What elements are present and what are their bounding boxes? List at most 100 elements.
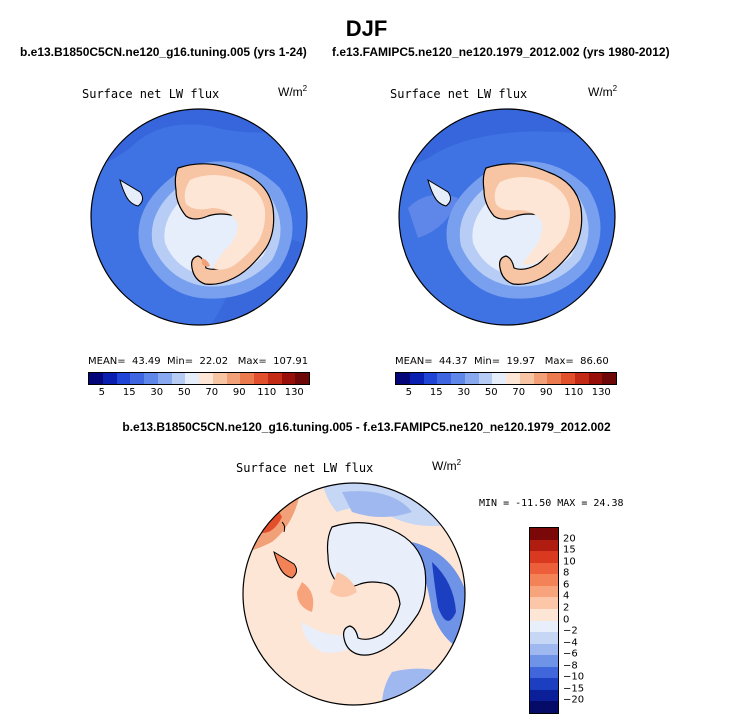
colorbar-swatch xyxy=(530,643,558,656)
colorbar-tick-label: 0 xyxy=(563,614,570,625)
colorbar-diff-ticks: 20 15 10 8 6 4 2 0 −2 −4 −6 −8 −10 −15 −20 xyxy=(529,527,589,712)
stats-right: MEAN= 44.37 Min= 19.97 Max= 86.60 xyxy=(395,356,609,367)
colorbar-diff xyxy=(529,527,559,714)
colorbar-tick-label: 90 xyxy=(539,387,553,398)
colorbar-swatch xyxy=(530,528,558,540)
colorbar-tick-label: 15 xyxy=(429,387,443,398)
colorbar-swatch xyxy=(281,373,296,384)
colorbar-tick-label: −2 xyxy=(563,625,578,637)
colorbar-tick-label: 130 xyxy=(284,387,304,398)
colorbar-swatch xyxy=(530,655,558,667)
colorbar-swatch xyxy=(240,373,254,384)
colorbar-swatch xyxy=(506,373,520,384)
colorbar-swatch xyxy=(116,373,131,384)
variable-label-right: Surface net LW flux xyxy=(390,87,528,101)
colorbar-right-ticks: 5 15 30 50 70 90 110 130 xyxy=(395,387,615,401)
colorbar-tick-label: −4 xyxy=(563,637,578,649)
colorbar-swatch xyxy=(530,666,558,679)
colorbar-swatch xyxy=(574,373,589,384)
colorbar-tick-label: 15 xyxy=(563,544,576,556)
colorbar-swatch xyxy=(423,373,438,384)
colorbar-swatch xyxy=(530,585,558,598)
colorbar-swatch xyxy=(530,562,558,575)
minmax-diff: MIN = -11.50 MAX = 24.38 xyxy=(479,498,624,509)
colorbar-left-ticks: 5 15 30 50 70 90 110 130 xyxy=(88,387,308,401)
colorbar-swatch xyxy=(171,373,186,384)
colorbar-swatch xyxy=(464,373,479,384)
colorbar-tick-label: −20 xyxy=(563,694,585,706)
colorbar-swatch xyxy=(530,574,558,586)
colorbar-swatch xyxy=(602,373,616,384)
colorbar-swatch xyxy=(89,373,103,384)
colorbar-swatch xyxy=(102,373,117,384)
colorbar-swatch xyxy=(212,373,227,384)
colorbar-swatch xyxy=(530,551,558,563)
figure-title: DJF xyxy=(345,16,388,41)
colorbar-tick-label: 30 xyxy=(457,387,471,398)
colorbar-tick-label: −6 xyxy=(563,648,578,660)
map-right xyxy=(398,108,616,326)
colorbar-tick-label: 20 xyxy=(563,533,576,545)
colorbar-tick-label: 8 xyxy=(563,567,570,579)
colorbar-tick-label: 70 xyxy=(512,387,526,398)
colorbar-swatch xyxy=(561,373,575,384)
colorbar-swatch xyxy=(492,373,506,384)
colorbar-swatch xyxy=(530,678,558,690)
colorbar-tick-label: 30 xyxy=(150,387,164,398)
units-label-left: W/m2 xyxy=(278,84,308,99)
colorbar-swatch xyxy=(478,373,493,384)
colorbar-swatch xyxy=(199,373,213,384)
variable-label-left: Surface net LW flux xyxy=(82,87,220,101)
colorbar-tick-label: 70 xyxy=(205,387,219,398)
colorbar-tick-label: 5 xyxy=(98,387,105,398)
colorbar-swatch xyxy=(295,373,309,384)
colorbar-swatch xyxy=(451,373,465,384)
colorbar-swatch xyxy=(533,373,548,384)
colorbar-swatch xyxy=(530,701,558,713)
colorbar-swatch xyxy=(267,373,282,384)
colorbar-swatch xyxy=(530,608,558,621)
colorbar-swatch xyxy=(588,373,603,384)
case-title-right: f.e13.FAMIPC5.ne120_ne120.1979_2012.002 … xyxy=(332,45,670,59)
colorbar-swatch xyxy=(519,373,534,384)
colorbar-tick-label: 110 xyxy=(564,387,584,398)
colorbar-swatch xyxy=(530,632,558,644)
units-label-diff: W/m2 xyxy=(432,458,462,473)
variable-label-diff: Surface net LW flux xyxy=(236,461,374,475)
colorbar-swatch xyxy=(530,620,558,633)
colorbar-swatch xyxy=(437,373,451,384)
colorbar-tick-label: 15 xyxy=(122,387,136,398)
diff-title: b.e13.B1850C5CN.ne120_g16.tuning.005 - f… xyxy=(122,420,611,434)
colorbar-tick-label: 4 xyxy=(563,590,570,602)
units-label-right: W/m2 xyxy=(588,84,618,99)
colorbar-tick-label: 5 xyxy=(405,387,412,398)
colorbar-swatch xyxy=(396,373,410,384)
colorbar-swatch xyxy=(226,373,241,384)
colorbar-tick-label: 50 xyxy=(177,387,191,398)
colorbar-left xyxy=(88,372,310,385)
colorbar-swatch xyxy=(547,373,561,384)
colorbar-tick-label: 90 xyxy=(232,387,246,398)
colorbar-swatch xyxy=(254,373,268,384)
colorbar-swatch xyxy=(144,373,158,384)
colorbar-swatch xyxy=(530,539,558,552)
stats-left: MEAN= 43.49 Min= 22.02 Max= 107.91 xyxy=(88,356,309,367)
colorbar-tick-label: 130 xyxy=(591,387,611,398)
colorbar-tick-label: −8 xyxy=(563,660,578,672)
map-left xyxy=(90,108,308,326)
colorbar-swatch xyxy=(409,373,424,384)
colorbar-tick-label: 10 xyxy=(563,556,576,568)
colorbar-right xyxy=(395,372,617,385)
colorbar-swatch xyxy=(185,373,199,384)
colorbar-swatch xyxy=(530,597,558,609)
colorbar-tick-label: −15 xyxy=(563,683,585,695)
map-diff xyxy=(242,482,466,706)
colorbar-swatch xyxy=(130,373,144,384)
colorbar-tick-label: 2 xyxy=(563,602,570,614)
colorbar-tick-label: 50 xyxy=(484,387,498,398)
colorbar-swatch xyxy=(157,373,172,384)
colorbar-tick-label: 110 xyxy=(257,387,277,398)
colorbar-tick-label: −10 xyxy=(563,671,585,683)
case-title-left: b.e13.B1850C5CN.ne120_g16.tuning.005 (yr… xyxy=(20,45,307,59)
colorbar-tick-label: 6 xyxy=(563,579,570,591)
